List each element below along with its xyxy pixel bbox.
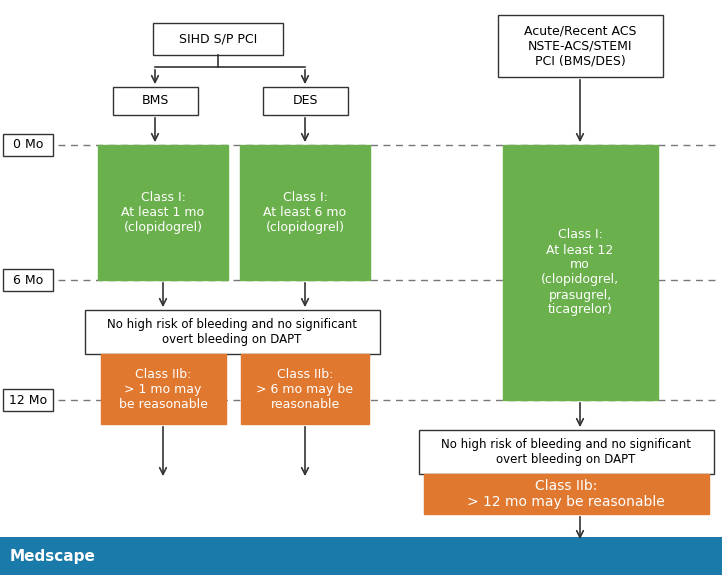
Bar xyxy=(241,354,369,424)
Text: 6 Mo: 6 Mo xyxy=(13,274,43,286)
Bar xyxy=(424,474,708,514)
Bar xyxy=(497,15,663,77)
Text: Medscape: Medscape xyxy=(10,549,96,564)
Text: Acute/Recent ACS
NSTE-ACS/STEMI
PCI (BMS/DES): Acute/Recent ACS NSTE-ACS/STEMI PCI (BMS… xyxy=(523,25,636,67)
Text: Class IIb:
> 12 mo may be reasonable: Class IIb: > 12 mo may be reasonable xyxy=(467,479,665,509)
Text: DES: DES xyxy=(292,94,318,108)
Bar xyxy=(0,537,722,575)
Text: BMS: BMS xyxy=(142,94,169,108)
Text: No high risk of bleeding and no significant
overt bleeding on DAPT: No high risk of bleeding and no signific… xyxy=(441,438,691,466)
Text: Class I:
At least 6 mo
(clopidogrel): Class I: At least 6 mo (clopidogrel) xyxy=(264,191,347,234)
Bar xyxy=(419,430,713,474)
Bar xyxy=(113,87,198,115)
Bar xyxy=(98,145,228,280)
Text: Class IIb:
> 6 mo may be
reasonable: Class IIb: > 6 mo may be reasonable xyxy=(256,367,354,411)
Text: Class I:
At least 1 mo
(clopidogrel): Class I: At least 1 mo (clopidogrel) xyxy=(121,191,204,234)
Text: No high risk of bleeding and no significant
overt bleeding on DAPT: No high risk of bleeding and no signific… xyxy=(107,318,357,346)
Text: Class IIb:
> 1 mo may
be reasonable: Class IIb: > 1 mo may be reasonable xyxy=(118,367,207,411)
Text: Class I:
At least 12
mo
(clopidogrel,
prasugrel,
ticagrelor): Class I: At least 12 mo (clopidogrel, pr… xyxy=(541,228,619,316)
Bar xyxy=(3,389,53,411)
Text: SIHD S/P PCI: SIHD S/P PCI xyxy=(179,33,257,45)
Text: 12 Mo: 12 Mo xyxy=(9,393,47,407)
Bar xyxy=(84,310,380,354)
Bar xyxy=(3,134,53,156)
Bar xyxy=(3,269,53,291)
Bar xyxy=(263,87,347,115)
Bar xyxy=(240,145,370,280)
Bar xyxy=(503,145,658,400)
Bar xyxy=(100,354,225,424)
Text: 0 Mo: 0 Mo xyxy=(13,139,43,151)
Bar xyxy=(153,23,283,55)
